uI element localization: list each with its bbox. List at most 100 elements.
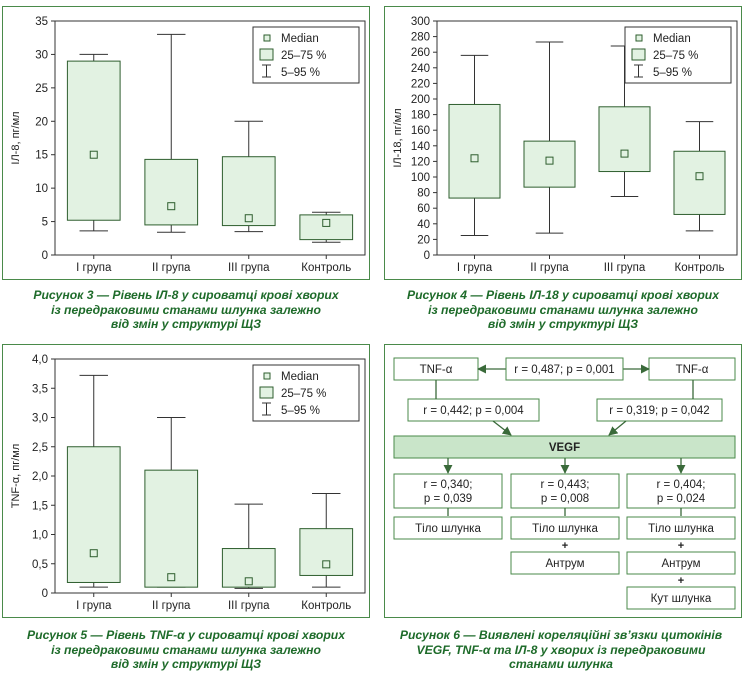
- corr-right-label: [596, 398, 723, 422]
- chart-tnf: 0 0,5 1,0 1,5 2,0 2,5 3,0 3,5 4,0 TNF-α, пг/мл I г…: [10, 354, 366, 612]
- chart-il8: 0 5 10 15 20 25 30 35 ІЛ-8, пг/мл I група II група…: [10, 16, 366, 274]
- y-tick-label: 3,0: [32, 413, 48, 425]
- x-tick-label: II група: [152, 262, 191, 274]
- plus-sign: +: [678, 575, 684, 587]
- median-marker: [89, 150, 98, 159]
- y-tick-label: 35: [35, 16, 48, 28]
- left-to-vegf-arrow: [492, 420, 512, 436]
- legend-iqr-swatch: [259, 386, 274, 399]
- legend-median-swatch: [635, 34, 643, 42]
- organ-node: [626, 516, 736, 540]
- legend-median-label: Median: [281, 33, 319, 45]
- caption-figure-6: Рисунок 6 — Виявлені кореляційні зв’язки…: [376, 628, 746, 672]
- caption-line: із передраковими станами шлунка залежно: [51, 302, 321, 317]
- iqr-box: [598, 106, 651, 173]
- y-tick-label: 180: [411, 110, 430, 122]
- plus-sign: +: [562, 540, 568, 552]
- iqr-box: [221, 548, 276, 588]
- y-tick-label: 3,5: [32, 383, 48, 395]
- box-2: [144, 417, 199, 588]
- x-tick-label: I група: [76, 262, 112, 274]
- legend-frame: [252, 26, 360, 84]
- box-1: [66, 53, 121, 232]
- y-tick-label: 1,0: [32, 530, 48, 542]
- caption-line: Рисунок 5 — Рівень TNF-α у сироватці кро…: [27, 628, 345, 642]
- vegf-node-label: VEGF: [549, 442, 580, 454]
- legend-range-label: 5–95 %: [281, 405, 320, 417]
- y-tick-label: 200: [411, 94, 430, 106]
- corr-col-r: r = 0,443;: [541, 479, 590, 491]
- caption-figure-4: Рисунок 4 — Рівень ІЛ-18 у сироватці кро…: [380, 288, 746, 332]
- corr-col-r: r = 0,340;: [424, 479, 473, 491]
- x-tick-label: III група: [228, 262, 270, 274]
- legend-median-label: Median: [653, 33, 691, 45]
- median-marker: [695, 172, 704, 181]
- y-tick-label: 40: [417, 219, 430, 231]
- y-tick-label: 4,0: [32, 354, 48, 366]
- legend: Median 25–75 % 5–95 %: [252, 26, 360, 84]
- x-tick-label: I група: [76, 600, 112, 612]
- y-tick-label: 15: [35, 150, 48, 162]
- median-marker: [244, 214, 253, 223]
- box-3: [221, 120, 276, 233]
- chart-il8-panel: 0 5 10 15 20 25 30 35 ІЛ-8, пг/мл I група II група…: [2, 6, 370, 280]
- organ-node-label: Тіло шлунка: [415, 523, 481, 535]
- x-tick-label: II група: [530, 262, 569, 274]
- x-tick-label: III група: [604, 262, 646, 274]
- y-tick-label: 20: [417, 234, 430, 246]
- y-tick-label: 280: [411, 32, 430, 44]
- chart-il18-panel: 0 20 40 60 80 100 120 140 160 180 200 220 240 260 280 3…: [384, 6, 742, 280]
- corr-left-label: [407, 398, 540, 422]
- y-tick-label: 140: [411, 141, 430, 153]
- organ-node-label: Тіло шлунка: [648, 523, 714, 535]
- corr-col-p: p = 0,024: [657, 493, 706, 505]
- organ-node: [626, 551, 736, 575]
- box-1: [66, 374, 121, 588]
- box-3: [598, 45, 651, 197]
- box-4: [299, 493, 354, 588]
- y-tick-label: 20: [35, 116, 48, 128]
- correlation-diagram-panel: TNF-α TNF-α r = 0,487; p = 0,001 r = 0,442;…: [384, 344, 742, 618]
- caption-line: станами шлунка: [509, 657, 613, 671]
- median-marker: [545, 156, 554, 165]
- y-tick-label: 160: [411, 125, 430, 137]
- plot-frame: [436, 20, 738, 256]
- median-marker: [620, 149, 629, 158]
- y-tick-label: 25: [35, 83, 48, 95]
- caption-figure-3: Рисунок 3 — Рівень ІЛ-8 у сироватці кров…: [0, 288, 372, 332]
- y-tick-label: 0: [424, 250, 430, 262]
- box-4: [673, 121, 726, 232]
- organ-node: [510, 551, 620, 575]
- caption-line: VEGF, TNF-α та ІЛ-8 у хворих із передрак…: [416, 642, 706, 657]
- y-tick-label: 220: [411, 78, 430, 90]
- median-marker: [244, 577, 253, 586]
- correlation-diagram: TNF-α TNF-α r = 0,487; p = 0,001 r = 0,442;…: [393, 357, 736, 610]
- iqr-box: [66, 446, 121, 583]
- legend-range-label: 5–95 %: [281, 67, 320, 79]
- box-3: [221, 503, 276, 589]
- x-tick-label: III група: [228, 600, 270, 612]
- y-tick-label: 80: [417, 188, 430, 200]
- iqr-box: [448, 103, 501, 199]
- x-tick-label: Контроль: [301, 262, 351, 274]
- legend-iqr-label: 25–75 %: [281, 50, 326, 62]
- caption-figure-5: Рисунок 5 — Рівень TNF-α у сироватці кро…: [0, 628, 372, 672]
- x-tick-label: Контроль: [301, 600, 351, 612]
- legend-iqr-label: 25–75 %: [281, 388, 326, 400]
- median-marker: [167, 202, 176, 211]
- caption-line: від змін у структурі ЩЗ: [110, 657, 262, 671]
- y-tick-label: 0: [42, 250, 48, 262]
- median-marker: [470, 154, 479, 163]
- organ-node-label: Антрум: [545, 558, 584, 570]
- y-tick-label: 5: [42, 217, 48, 229]
- y-tick-label: 240: [411, 63, 430, 75]
- legend-iqr-label: 25–75 %: [653, 50, 698, 62]
- caption-line: Рисунок 6 — Виявлені кореляційні зв’язки…: [399, 628, 723, 642]
- legend: Median 25–75 % 5–95 %: [624, 26, 732, 84]
- tnf-alpha-left-node-label: TNF-α: [420, 364, 453, 376]
- median-marker: [322, 218, 331, 227]
- corr-left-label-label: r = 0,442; p = 0,004: [423, 405, 524, 417]
- organ-node: [626, 586, 736, 610]
- iqr-box: [144, 158, 199, 226]
- y-tick-label: 300: [411, 16, 430, 28]
